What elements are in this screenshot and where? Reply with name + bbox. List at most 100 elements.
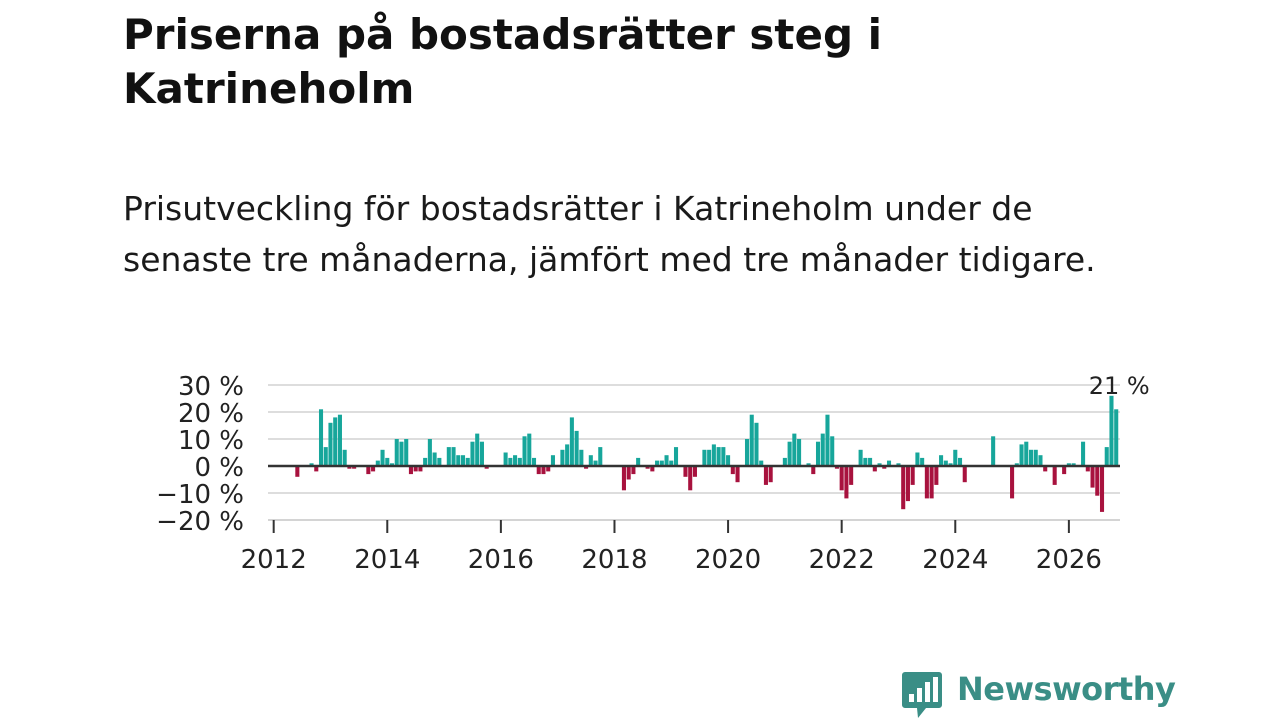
bar-positive <box>820 433 825 466</box>
bar-negative <box>839 466 844 491</box>
bar-negative <box>735 466 740 483</box>
bar-negative <box>314 466 319 472</box>
bar-negative <box>924 466 929 499</box>
bar-positive <box>574 430 579 466</box>
bar-positive <box>939 455 944 466</box>
y-tick-label: 30 % <box>178 372 244 402</box>
bar-positive <box>1066 463 1071 466</box>
bar-negative <box>768 466 773 483</box>
bar-positive <box>318 409 324 466</box>
bar-negative <box>541 466 546 475</box>
bar-negative <box>811 466 816 475</box>
bar-positive <box>1033 449 1038 466</box>
bar-positive <box>953 449 958 466</box>
bar-negative <box>366 466 371 475</box>
bar-positive <box>702 449 707 466</box>
bar-negative <box>1085 466 1090 472</box>
bar-negative <box>683 466 688 477</box>
bar-positive <box>991 436 996 466</box>
bar-chart: 30 %20 %10 %0 %−10 %−20 % 2012 2014 2016 201… <box>156 372 1150 575</box>
bar-positive <box>943 460 948 466</box>
bar-series <box>295 395 1119 512</box>
bar-positive <box>707 449 712 466</box>
bar-positive <box>337 414 342 466</box>
bar-positive <box>432 452 437 466</box>
bar-positive <box>508 457 513 466</box>
bar-positive <box>460 455 466 466</box>
bar-positive <box>456 455 461 466</box>
bar-positive <box>716 447 721 466</box>
bar-negative <box>1010 466 1015 499</box>
x-tick-label: 2022 <box>809 545 875 575</box>
bar-positive <box>527 433 532 466</box>
bar-positive <box>427 439 432 466</box>
bar-positive <box>423 457 428 466</box>
x-tick-label: 2012 <box>241 545 307 575</box>
bar-positive <box>565 444 570 466</box>
y-tick-label: −10 % <box>156 480 244 510</box>
bar-positive <box>375 460 380 466</box>
bar-positive <box>1114 409 1119 466</box>
bar-positive <box>1109 395 1114 466</box>
bar-positive <box>915 452 920 466</box>
bar-negative <box>872 466 877 472</box>
bar-positive <box>385 457 390 466</box>
y-tick-label: 10 % <box>178 426 244 456</box>
bar-positive <box>759 460 764 466</box>
bar-positive <box>830 436 835 466</box>
bar-positive <box>522 436 527 466</box>
bar-positive <box>309 463 314 466</box>
bar-positive <box>896 463 901 466</box>
bar-positive <box>787 441 792 466</box>
bar-positive <box>858 449 863 466</box>
bar-positive <box>588 455 593 466</box>
bar-negative <box>905 466 910 502</box>
bar-positive <box>323 447 328 466</box>
bar-positive <box>957 457 963 466</box>
bar-positive <box>593 460 598 466</box>
bar-positive <box>721 447 726 466</box>
bar-negative <box>844 466 849 499</box>
bar-positive <box>569 417 574 466</box>
bar-negative <box>763 466 768 485</box>
bar-positive <box>470 441 475 466</box>
bar-negative <box>1099 466 1105 512</box>
bar-positive <box>711 444 716 466</box>
bar-positive <box>404 439 409 466</box>
last-value-annotation: 21 % <box>1089 372 1150 400</box>
bar-negative <box>536 466 541 475</box>
bar-positive <box>1071 463 1076 466</box>
bar-negative <box>621 466 626 491</box>
bar-positive <box>868 457 873 466</box>
bar-positive <box>1024 441 1029 466</box>
bar-positive <box>815 441 821 466</box>
x-tick-label: 2016 <box>468 545 534 575</box>
bar-positive <box>394 439 399 466</box>
bar-positive <box>825 414 830 466</box>
newsworthy-logo-icon <box>902 672 942 718</box>
bar-positive <box>1019 444 1024 466</box>
bar-positive <box>598 447 603 466</box>
bar-positive <box>475 433 480 466</box>
bar-negative <box>645 466 650 469</box>
x-tick-label: 2024 <box>922 545 988 575</box>
chart-subtitle: Prisutveckling för bostadsrätter i Katri… <box>123 189 1096 279</box>
x-tick-label: 2014 <box>354 545 420 575</box>
bar-positive <box>664 455 669 466</box>
bar-positive <box>726 455 731 466</box>
bar-positive <box>877 463 882 466</box>
bar-positive <box>744 439 750 466</box>
bar-negative <box>929 466 934 499</box>
bar-positive <box>659 460 664 466</box>
bar-negative <box>371 466 376 472</box>
bar-negative <box>1043 466 1048 472</box>
bar-negative <box>901 466 906 510</box>
bar-positive <box>948 463 953 466</box>
bar-negative <box>730 466 735 475</box>
bar-positive <box>389 463 395 466</box>
bar-positive <box>399 441 404 466</box>
x-tick-label: 2018 <box>581 545 647 575</box>
bar-negative <box>1090 466 1095 488</box>
bar-positive <box>1014 463 1019 466</box>
y-tick-label: 0 % <box>194 453 244 483</box>
